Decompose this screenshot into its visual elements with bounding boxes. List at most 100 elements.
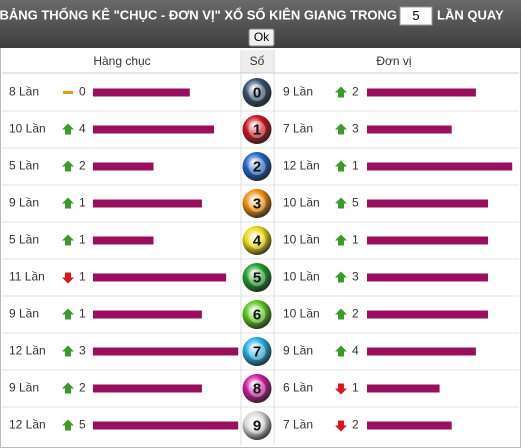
- trend-up-icon: [62, 345, 74, 357]
- ball-digit: 5: [253, 269, 261, 286]
- change-value: 1: [79, 233, 86, 247]
- count-label: 10 Lần: [283, 307, 320, 321]
- trend-up-icon: [62, 160, 74, 172]
- trend-up-icon: [335, 234, 347, 246]
- change-value: 1: [352, 381, 359, 395]
- ball-digit: 8: [253, 380, 261, 397]
- count-label: 10 Lần: [283, 270, 320, 284]
- trend-up-icon: [62, 123, 74, 135]
- ball-digit: 9: [253, 417, 261, 434]
- number-ball: [242, 337, 272, 366]
- count-bar: [93, 347, 239, 356]
- count-bar: [93, 162, 154, 171]
- change-value: 1: [79, 307, 86, 321]
- trend-up-icon: [335, 123, 347, 135]
- spin-input-value[interactable]: 5: [412, 8, 419, 23]
- change-value: 5: [352, 196, 359, 210]
- trend-up-icon: [62, 197, 74, 209]
- count-bar: [367, 347, 476, 356]
- count-label: 9 Lần: [9, 381, 39, 395]
- ball-face: [248, 158, 266, 175]
- count-label: 9 Lần: [9, 307, 39, 321]
- count-bar: [367, 88, 476, 97]
- number-ball: [242, 78, 272, 107]
- trend-up-icon: [335, 160, 347, 172]
- count-label: 9 Lần: [283, 344, 313, 358]
- count-label: 11 Lần: [9, 270, 45, 284]
- trend-up-icon: [62, 234, 74, 246]
- ball-digit: 0: [253, 84, 261, 101]
- trend-up-icon: [335, 86, 347, 98]
- change-value: 2: [79, 381, 86, 395]
- change-value: 1: [79, 196, 86, 210]
- number-ball: [242, 115, 272, 144]
- count-label: 10 Lần: [9, 122, 46, 136]
- count-label: 7 Lần: [283, 122, 313, 136]
- count-label: 7 Lần: [283, 418, 313, 432]
- change-value: 3: [79, 344, 86, 358]
- count-label: 12 Lần: [283, 159, 320, 173]
- ball-digit: 4: [253, 232, 262, 249]
- change-value: 4: [79, 122, 86, 136]
- count-bar: [367, 125, 452, 134]
- header-title: BẢNG THỐNG KÊ "CHỤC - ĐƠN VỊ" XỔ SỐ KIÊN…: [0, 7, 397, 22]
- count-label: 9 Lần: [9, 196, 39, 210]
- count-bar: [93, 236, 154, 245]
- change-value: 1: [352, 159, 359, 173]
- ball-face: [248, 84, 266, 101]
- count-bar: [367, 162, 513, 171]
- ball-face: [248, 343, 266, 360]
- count-bar: [93, 273, 227, 282]
- change-value: 4: [352, 344, 359, 358]
- change-value: 2: [352, 307, 359, 321]
- number-ball: [242, 189, 272, 218]
- count-bar: [93, 421, 239, 430]
- count-bar: [367, 384, 440, 393]
- count-label: 12 Lần: [9, 344, 46, 358]
- change-value: 0: [79, 85, 86, 99]
- count-bar: [367, 310, 488, 319]
- trend-up-icon: [62, 382, 74, 394]
- col-header: Đơn vị: [376, 54, 411, 68]
- spin-input[interactable]: [399, 6, 433, 26]
- count-bar: [93, 199, 202, 208]
- ok-button[interactable]: [248, 28, 275, 47]
- number-ball: [242, 300, 272, 329]
- count-bar: [367, 236, 488, 245]
- count-label: 10 Lần: [283, 233, 320, 247]
- ball-face: [248, 232, 266, 249]
- count-bar: [367, 273, 488, 282]
- ball-face: [248, 269, 266, 286]
- trend-up-icon: [62, 308, 74, 320]
- count-label: 5 Lần: [9, 233, 39, 247]
- trend-same-icon: [63, 91, 73, 94]
- trend-up-icon: [335, 345, 347, 357]
- trend-up-icon: [335, 271, 347, 283]
- ball-face: [248, 417, 266, 434]
- count-bar: [93, 384, 202, 393]
- count-label: 12 Lần: [9, 418, 46, 432]
- number-ball: [242, 374, 272, 403]
- col-header: Số: [250, 54, 265, 68]
- number-ball: [242, 152, 272, 181]
- col-header: Hàng chục: [93, 54, 150, 68]
- col-highlight: [241, 50, 274, 73]
- count-bar: [93, 310, 202, 319]
- trend-up-icon: [335, 197, 347, 209]
- ok-button-label[interactable]: Ok: [254, 30, 270, 44]
- trend-up-icon: [335, 308, 347, 320]
- ball-digit: 2: [253, 158, 261, 175]
- ball-digit: 3: [253, 195, 261, 212]
- count-label: 9 Lần: [283, 85, 313, 99]
- change-value: 2: [352, 418, 359, 432]
- ball-digit: 1: [253, 121, 261, 138]
- change-value: 2: [79, 159, 86, 173]
- ball-digit: 7: [253, 343, 261, 360]
- count-bar: [93, 88, 190, 97]
- change-value: 3: [352, 270, 359, 284]
- count-bar: [367, 421, 452, 430]
- change-value: 1: [79, 270, 86, 284]
